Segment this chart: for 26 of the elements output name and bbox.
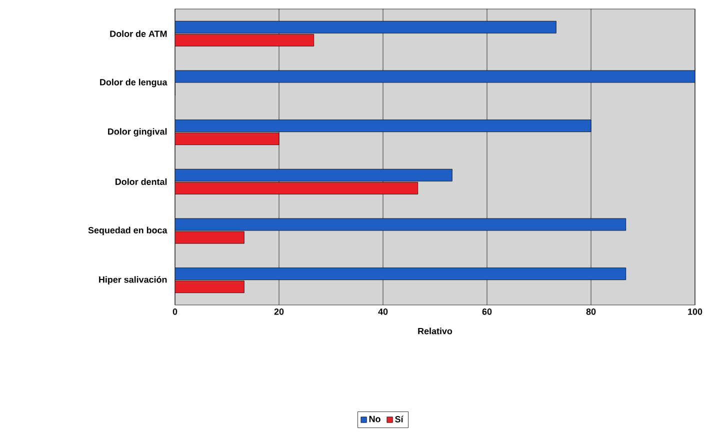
legend-label: No <box>369 416 380 422</box>
x-tick-label: 40 <box>378 308 388 315</box>
y-tick-label: Dolor dental <box>116 178 167 185</box>
x-tick-label: 80 <box>586 308 596 315</box>
y-tick-label: Hiper salivación <box>99 276 167 285</box>
bar <box>175 20 556 34</box>
bar <box>175 132 280 146</box>
bar <box>175 231 244 244</box>
x-tick-label: 20 <box>274 308 284 315</box>
legend-label: Sí <box>395 416 404 422</box>
x-tick-label: 0 <box>172 308 178 315</box>
y-tick-label: Dolor de ATM <box>110 30 167 37</box>
bar <box>175 70 696 83</box>
y-tick-label: Dolor gingival <box>108 128 167 137</box>
bar <box>175 280 244 294</box>
x-axis-title: Relativo <box>418 328 452 334</box>
y-tick-label: Dolor de lengua <box>100 78 168 88</box>
bar <box>175 120 592 132</box>
bar <box>175 182 418 194</box>
y-tick-label: Sequedad en boca <box>88 226 168 236</box>
bar <box>175 268 626 280</box>
x-tick-label: 100 <box>688 308 702 315</box>
bar <box>175 168 452 182</box>
bar <box>175 34 314 46</box>
x-tick-label: 60 <box>482 308 492 315</box>
bar <box>175 218 626 231</box>
